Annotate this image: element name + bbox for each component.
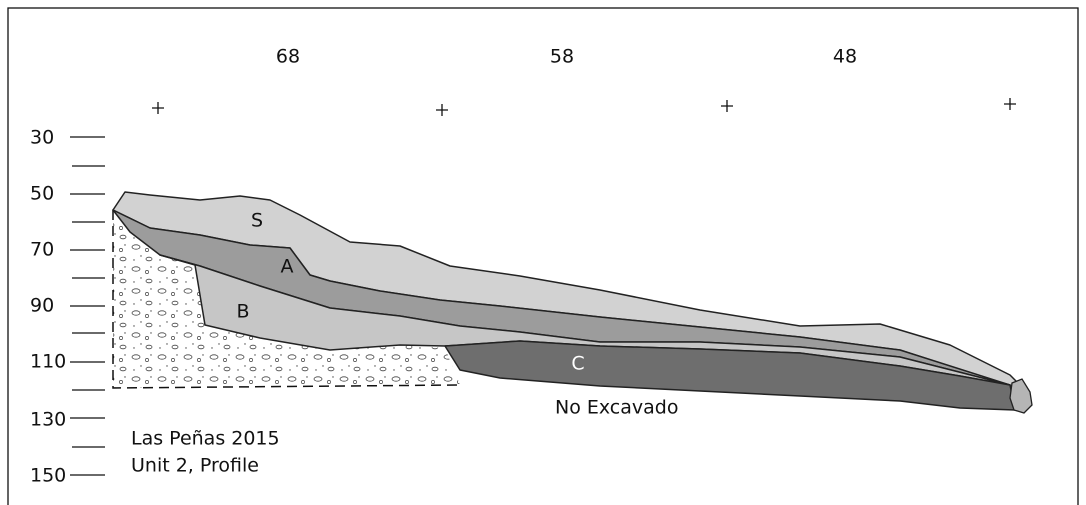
- depth-label: 130: [30, 409, 66, 431]
- layer-label: A: [281, 256, 294, 278]
- layer-label: B: [236, 301, 249, 323]
- depth-ticks: [70, 136, 105, 476]
- caption: Las Peñas 2015: [131, 428, 280, 450]
- grid-label: 48: [833, 46, 857, 68]
- layer-label: C: [571, 353, 584, 375]
- rock: [1009, 378, 1033, 414]
- grid-label: 68: [276, 46, 300, 68]
- grid-markers: [152, 98, 1016, 116]
- depth-label: 150: [30, 465, 66, 487]
- unexcavated-label: No Excavado: [555, 397, 678, 419]
- gravel-fill: [113, 210, 460, 388]
- depth-label: 70: [30, 239, 54, 261]
- depth-label: 90: [30, 295, 54, 317]
- grid-label: 58: [550, 46, 574, 68]
- depth-label: 50: [30, 183, 54, 205]
- depth-label: 110: [30, 351, 66, 373]
- depth-label: 30: [30, 127, 54, 149]
- excavation-limit: [112, 210, 461, 389]
- layer-label: S: [251, 210, 263, 232]
- caption: Unit 2, Profile: [131, 455, 259, 477]
- frame: [7, 7, 1079, 505]
